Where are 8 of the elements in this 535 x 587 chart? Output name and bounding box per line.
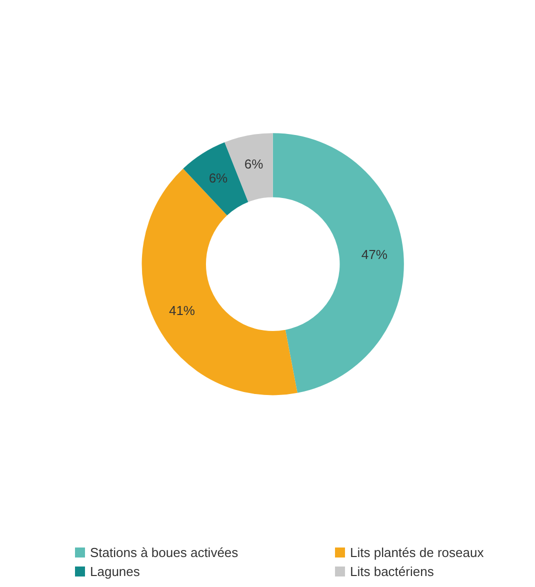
data-label: 47%: [361, 247, 388, 262]
legend-label: Lagunes: [90, 564, 140, 579]
data-label: 41%: [168, 302, 196, 318]
data-label: 6%: [244, 156, 264, 172]
legend-label: Stations à boues activées: [90, 545, 239, 560]
legend-label: Lits bactériens: [350, 564, 434, 579]
data-label: 6%: [208, 170, 228, 186]
legend-label: Lits plantés de roseaux: [350, 545, 484, 560]
